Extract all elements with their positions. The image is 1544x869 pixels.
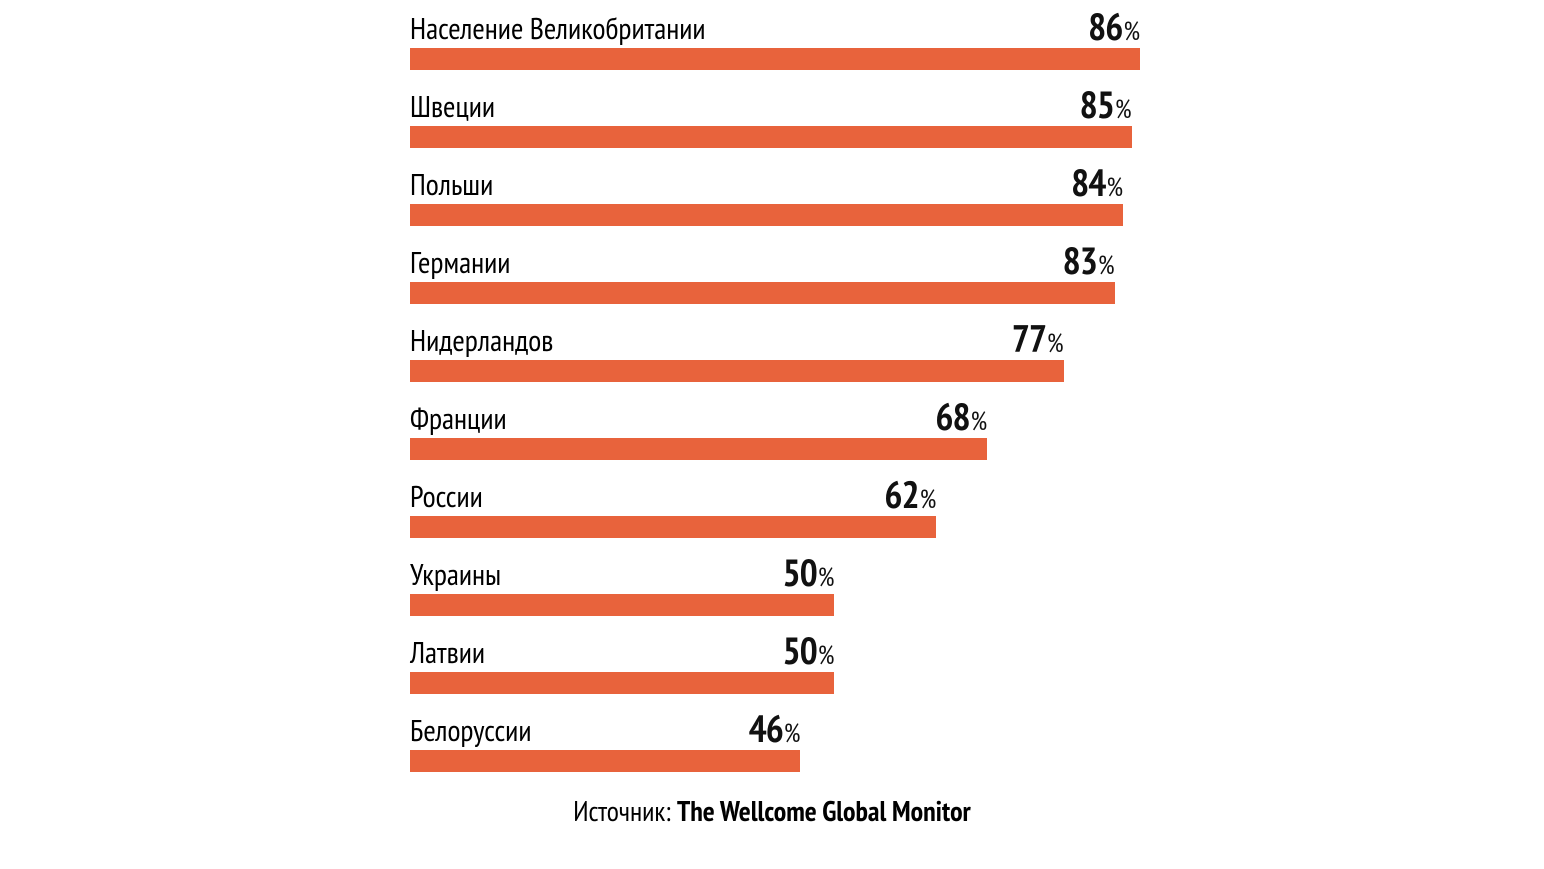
value-group: 86% — [1088, 8, 1140, 46]
value-number: 46 — [749, 704, 783, 753]
value-number: 62 — [884, 470, 918, 519]
bar-row: России 62% — [410, 470, 1140, 548]
country-label: Польши — [410, 170, 493, 200]
bar — [410, 126, 1132, 148]
source-label: Источник: — [573, 792, 677, 829]
value-number: 86 — [1088, 2, 1122, 51]
bar-row: Латвии 50% — [410, 626, 1140, 704]
bar — [410, 750, 800, 772]
bar — [410, 360, 1064, 382]
percent-sign: % — [1106, 171, 1123, 204]
bar-row: Украины 50% — [410, 548, 1140, 626]
country-label: Франции — [410, 404, 507, 434]
percent-sign: % — [818, 639, 835, 672]
value-number: 50 — [783, 548, 817, 597]
bar — [410, 516, 936, 538]
bar-row: Польши 84% — [410, 158, 1140, 236]
bar — [410, 438, 987, 460]
value-group: 50% — [783, 554, 835, 592]
country-label: Латвии — [410, 638, 485, 668]
bar — [410, 204, 1123, 226]
value-group: 68% — [935, 398, 987, 436]
value-number: 85 — [1080, 80, 1114, 129]
bar-row: Германии 83% — [410, 236, 1140, 314]
value-group: 50% — [783, 632, 835, 670]
percent-sign: % — [1123, 15, 1140, 48]
country-label: Население Великобритании — [410, 14, 706, 44]
source-line: Источник: The Wellcome Global Monitor — [0, 792, 1544, 829]
bar-row: Нидерландов 77% — [410, 314, 1140, 392]
bar — [410, 672, 834, 694]
value-group: 77% — [1012, 320, 1064, 358]
percent-sign: % — [971, 405, 988, 438]
value-group: 62% — [884, 476, 936, 514]
bar — [410, 48, 1140, 70]
country-label: Украины — [410, 560, 501, 590]
value-group: 83% — [1063, 242, 1115, 280]
value-number: 50 — [783, 626, 817, 675]
country-label: Нидерландов — [410, 326, 553, 356]
value-number: 68 — [935, 392, 969, 441]
value-number: 84 — [1071, 158, 1105, 207]
percent-sign: % — [1115, 93, 1132, 126]
country-label: Германии — [410, 248, 510, 278]
bar-row: Белоруссии 46% — [410, 704, 1140, 782]
bar — [410, 594, 834, 616]
percent-sign: % — [818, 561, 835, 594]
country-label: России — [410, 482, 483, 512]
percent-sign: % — [920, 483, 937, 516]
bar-row: Швеции 85% — [410, 80, 1140, 158]
percent-sign: % — [784, 717, 801, 750]
bar-chart: Население Великобритании 86% Швеции 85% … — [410, 2, 1140, 782]
bar — [410, 282, 1115, 304]
value-number: 83 — [1063, 236, 1097, 285]
value-group: 84% — [1071, 164, 1123, 202]
source-name: The Wellcome Global Monitor — [677, 792, 971, 829]
bar-row: Население Великобритании 86% — [410, 2, 1140, 80]
percent-sign: % — [1098, 249, 1115, 282]
value-group: 85% — [1080, 86, 1132, 124]
value-group: 46% — [749, 710, 801, 748]
percent-sign: % — [1047, 327, 1064, 360]
value-number: 77 — [1012, 314, 1046, 363]
country-label: Белоруссии — [410, 716, 532, 746]
country-label: Швеции — [410, 92, 495, 122]
bar-row: Франции 68% — [410, 392, 1140, 470]
